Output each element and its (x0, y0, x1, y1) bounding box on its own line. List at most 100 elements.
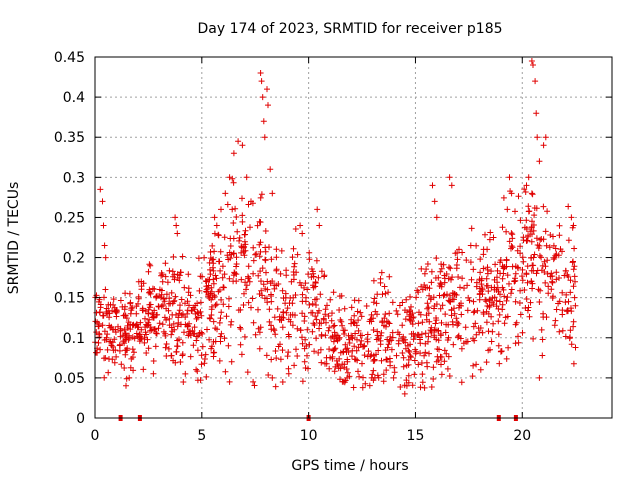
data-point (408, 354, 414, 361)
data-point (440, 292, 447, 299)
data-point (257, 248, 264, 255)
data-point (169, 311, 176, 318)
data-point (221, 335, 228, 342)
data-point (413, 294, 420, 301)
data-point (198, 352, 205, 359)
data-point (501, 320, 508, 327)
data-point (206, 336, 213, 343)
data-point (185, 271, 192, 278)
data-point (438, 319, 445, 326)
data-point (528, 224, 535, 231)
data-point (246, 278, 253, 285)
data-point (508, 245, 514, 252)
data-point (436, 346, 442, 353)
data-point (162, 273, 169, 280)
data-point-peak (530, 62, 536, 68)
data-point (519, 266, 526, 273)
data-point (255, 272, 262, 279)
data-point (237, 326, 244, 332)
data-point (291, 263, 298, 270)
data-point (186, 302, 192, 309)
data-point-peak (570, 222, 577, 229)
data-point (256, 345, 263, 352)
data-point (430, 364, 437, 371)
data-point (565, 203, 572, 210)
data-point (323, 354, 330, 361)
data-point (421, 384, 428, 391)
data-point (147, 327, 153, 334)
data-point (171, 297, 178, 304)
data-point (411, 371, 418, 378)
data-point (441, 358, 448, 365)
data-point (137, 319, 144, 326)
data-point (101, 355, 107, 362)
data-point (115, 323, 121, 330)
data-point (238, 243, 245, 250)
data-point (204, 285, 211, 292)
data-point (271, 314, 278, 321)
data-point (501, 293, 508, 300)
data-point (168, 331, 175, 338)
data-point-peak (213, 222, 220, 229)
data-point (353, 347, 360, 354)
data-point (504, 294, 511, 301)
data-point (571, 263, 578, 270)
data-point (485, 288, 492, 295)
data-point-peak (534, 134, 541, 141)
data-point (419, 319, 426, 326)
data-point (468, 276, 475, 283)
data-point (169, 328, 176, 335)
data-point (262, 256, 269, 263)
data-point-peak (259, 94, 266, 101)
data-point (393, 307, 400, 314)
plot-frame (94, 56, 613, 419)
data-point (190, 342, 197, 349)
data-point (542, 228, 549, 235)
data-point (508, 243, 515, 249)
data-point (534, 267, 541, 274)
data-point (483, 359, 490, 366)
data-point (229, 206, 236, 213)
y-tick-label: 0.15 (54, 291, 85, 307)
data-point (207, 266, 213, 273)
data-point (503, 257, 510, 264)
data-point (285, 370, 292, 377)
data-point (150, 314, 157, 321)
data-point-peak (429, 182, 436, 189)
data-point (329, 333, 336, 340)
data-point (562, 299, 569, 306)
data-point (256, 329, 263, 336)
data-point (159, 321, 166, 328)
data-point (245, 275, 251, 282)
data-point (197, 273, 204, 280)
data-point-peak (533, 110, 540, 117)
data-point (313, 316, 320, 323)
data-point (299, 340, 306, 347)
data-point (523, 237, 530, 244)
data-point (409, 382, 416, 389)
data-point (563, 308, 570, 315)
data-point (543, 314, 550, 321)
data-point (299, 291, 306, 298)
data-point (313, 257, 320, 264)
data-point (292, 226, 299, 232)
data-point (125, 336, 132, 343)
data-point (542, 279, 549, 286)
data-point (390, 374, 397, 381)
data-point (571, 245, 578, 252)
data-point-peak (265, 102, 271, 109)
data-point (162, 332, 169, 339)
data-point (272, 331, 279, 338)
data-point (282, 290, 289, 297)
data-point (315, 349, 322, 356)
data-point (147, 324, 154, 331)
data-point (508, 230, 515, 237)
y-tick-label: 0.25 (54, 210, 85, 226)
data-point (129, 304, 136, 311)
data-point (212, 272, 219, 279)
data-point (118, 361, 125, 368)
data-point (263, 352, 270, 359)
data-point (397, 384, 404, 390)
y-tick-label: 0.1 (63, 331, 85, 347)
data-point (257, 324, 264, 331)
